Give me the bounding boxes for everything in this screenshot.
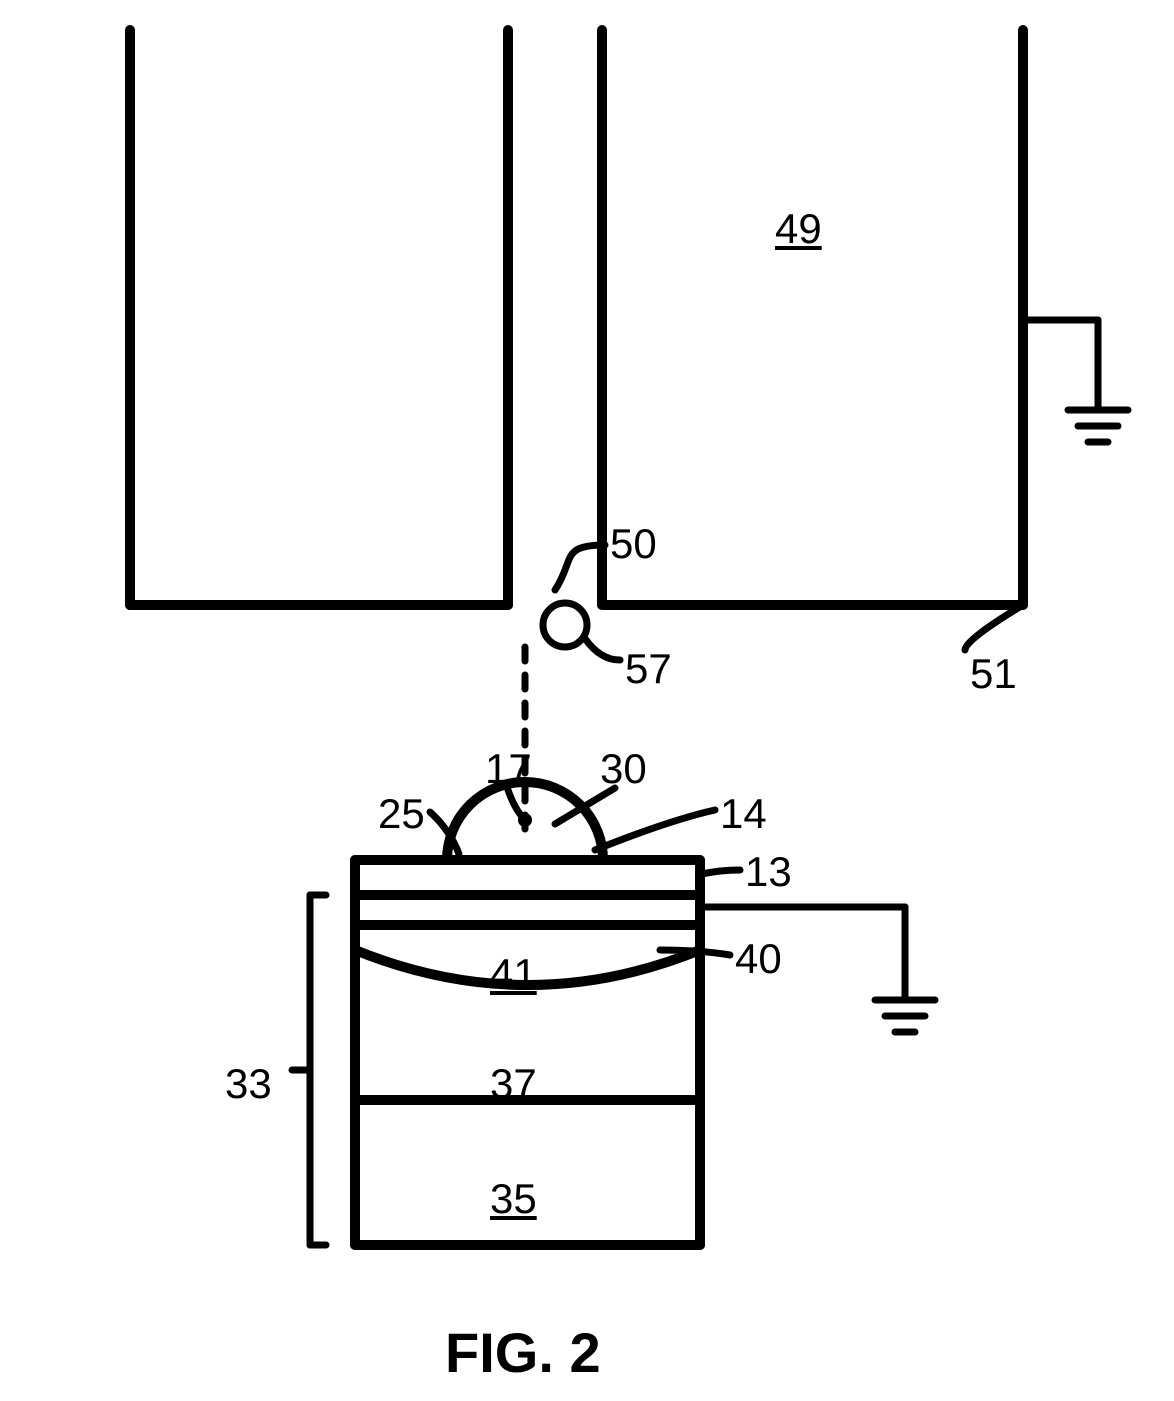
leader-40	[660, 950, 730, 955]
diagram-canvas	[0, 0, 1174, 1401]
ref-label-40: 40	[735, 935, 782, 983]
ref-label-25: 25	[378, 790, 425, 838]
ref-label-41: 41	[490, 950, 537, 998]
ref-label-50: 50	[610, 520, 657, 568]
ref-label-14: 14	[720, 790, 767, 838]
ref-label-13: 13	[745, 848, 792, 896]
leader-13	[702, 870, 740, 874]
ref-label-51: 51	[970, 650, 1017, 698]
figure-label: FIG. 2	[445, 1320, 601, 1385]
ref-label-35: 35	[490, 1175, 537, 1223]
ref-label-37: 37	[490, 1060, 537, 1108]
ref-label-49: 49	[775, 205, 822, 253]
ref-label-33: 33	[225, 1060, 272, 1108]
ref-label-30: 30	[600, 745, 647, 793]
leader-51	[965, 605, 1023, 650]
leader-14	[595, 810, 715, 850]
ref-label-57: 57	[625, 645, 672, 693]
ref-label-17: 17	[485, 745, 532, 793]
orifice-circle	[543, 603, 587, 647]
leader-57	[585, 638, 620, 660]
